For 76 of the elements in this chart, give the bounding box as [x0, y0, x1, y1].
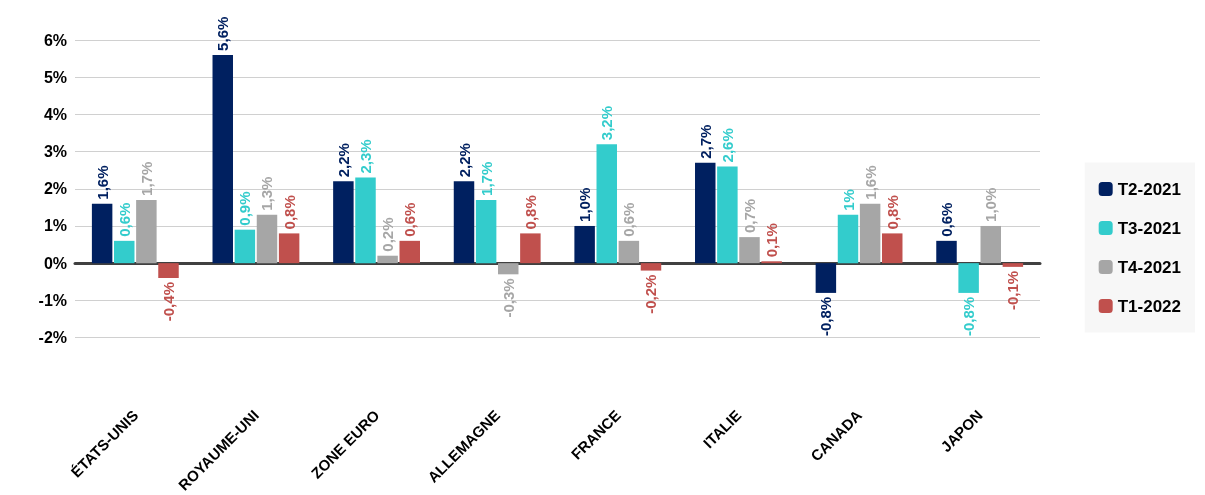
data-label: -0,4%: [160, 282, 177, 322]
bar: [739, 237, 760, 264]
bar: [333, 181, 354, 264]
legend-label: T1-2022: [1117, 296, 1182, 316]
bar: [837, 214, 859, 264]
y-tick-label: 6%: [43, 31, 67, 49]
data-label: 5,6%: [214, 16, 232, 51]
bar: [936, 240, 957, 264]
y-tick-label: -1%: [38, 291, 67, 309]
data-label: 0,8%: [883, 195, 901, 230]
bar: [453, 181, 475, 264]
bar: [882, 233, 903, 264]
data-label: 0,1%: [763, 223, 781, 258]
data-label: 0,9%: [236, 191, 254, 226]
y-tick-label: 4%: [43, 105, 67, 123]
bar: [355, 177, 376, 264]
data-label: 2,6%: [718, 128, 736, 163]
y-tick-label: 5%: [43, 68, 67, 86]
data-label: 1,6%: [861, 165, 879, 200]
legend-label: T4-2021: [1117, 257, 1182, 277]
bar: [695, 162, 716, 264]
bar: [815, 263, 837, 293]
data-label: 3,2%: [598, 105, 616, 141]
data-label: 2,7%: [696, 124, 714, 159]
data-label: 1,0%: [576, 187, 594, 222]
data-label: 0,2%: [379, 217, 397, 252]
data-label: 1,7%: [477, 161, 495, 196]
data-label: 2,2%: [334, 143, 352, 178]
data-label: 0,8%: [280, 195, 298, 230]
data-label: 2,3%: [357, 139, 374, 174]
bar: [596, 144, 617, 264]
data-label: 1,6%: [93, 165, 111, 200]
data-label: 1%: [839, 189, 857, 211]
data-label: -0,8%: [960, 296, 978, 337]
data-label: 0,6%: [620, 202, 638, 237]
legend-label: T3-2021: [1117, 218, 1182, 238]
bar: [399, 240, 420, 264]
data-label: 0,8%: [521, 195, 539, 230]
data-label: -0,3%: [499, 278, 517, 318]
bar: [859, 203, 881, 264]
data-label: 0,6%: [115, 202, 133, 237]
data-label: 2,2%: [455, 143, 473, 178]
bar: [498, 263, 519, 275]
data-label: 0,6%: [938, 202, 955, 237]
data-label: 1,3%: [258, 176, 276, 211]
bar: [136, 199, 157, 264]
bar: [640, 263, 662, 271]
bar: [618, 240, 640, 264]
y-tick-label: 1%: [43, 217, 67, 235]
legend-label: T2-2021: [1117, 179, 1182, 199]
bar: [256, 214, 278, 264]
data-label: 0,7%: [741, 198, 758, 234]
bar: [980, 225, 1001, 264]
bar: [1002, 263, 1024, 267]
data-label: 1,7%: [137, 161, 155, 196]
data-label: -0,2%: [642, 274, 660, 314]
bar: [717, 166, 738, 264]
bar: [114, 240, 135, 264]
data-label: 0,6%: [401, 202, 419, 237]
bar: [377, 255, 398, 264]
data-label: -0,1%: [1004, 270, 1022, 311]
bar: [234, 229, 256, 264]
data-label: 1,0%: [982, 187, 1000, 222]
y-tick-label: -2%: [38, 329, 67, 347]
bar: [278, 233, 300, 264]
bar: [212, 54, 233, 264]
bar: [158, 263, 179, 279]
y-tick-label: 3%: [43, 143, 67, 161]
bar: [520, 233, 541, 264]
bar: [475, 199, 497, 264]
y-tick-label: 0%: [43, 254, 67, 272]
bar: [91, 203, 113, 264]
data-label: -0,8%: [817, 296, 835, 337]
bar: [958, 263, 979, 293]
y-tick-label: 2%: [43, 180, 67, 198]
bar: [574, 225, 595, 264]
